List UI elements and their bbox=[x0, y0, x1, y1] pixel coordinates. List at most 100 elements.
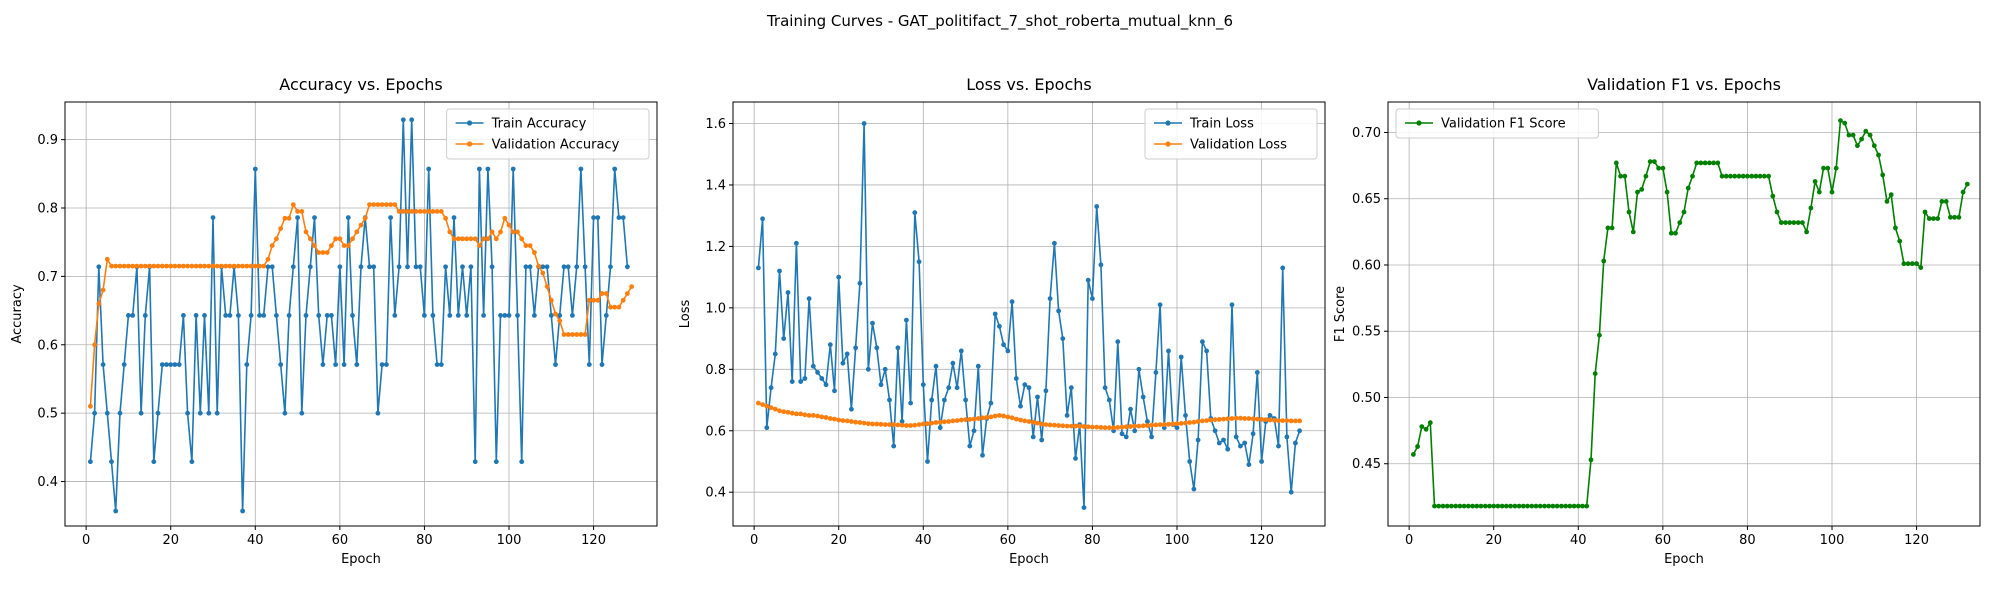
y-tick-label: 1.4 bbox=[705, 178, 726, 193]
data-point bbox=[625, 291, 630, 296]
legend-box bbox=[446, 108, 650, 160]
legend: Train Loss Validation Loss bbox=[1144, 108, 1318, 160]
data-point bbox=[138, 263, 144, 269]
y-tick-label: 0.8 bbox=[705, 363, 726, 378]
data-point bbox=[189, 459, 195, 465]
data-point bbox=[1111, 425, 1116, 431]
data-point bbox=[1145, 423, 1150, 428]
data-point bbox=[447, 229, 453, 235]
data-point bbox=[409, 209, 415, 214]
data-point bbox=[405, 209, 410, 214]
data-point bbox=[599, 362, 605, 367]
data-point bbox=[379, 362, 385, 367]
data-point bbox=[1749, 173, 1755, 179]
data-point bbox=[1533, 503, 1539, 509]
data-point bbox=[578, 166, 584, 172]
data-point bbox=[756, 400, 761, 406]
data-point bbox=[1022, 382, 1028, 388]
data-point bbox=[125, 313, 131, 318]
data-point bbox=[904, 317, 909, 323]
data-point bbox=[1567, 503, 1573, 509]
data-point bbox=[1635, 189, 1640, 195]
data-point bbox=[282, 215, 288, 221]
data-point bbox=[100, 287, 106, 293]
data-point bbox=[1280, 265, 1286, 271]
x-tick-label: 40 bbox=[1570, 533, 1587, 548]
data-point bbox=[1584, 503, 1590, 509]
data-point bbox=[1626, 209, 1632, 215]
data-point bbox=[1140, 423, 1146, 429]
data-point bbox=[316, 250, 322, 255]
data-point bbox=[193, 313, 199, 318]
data-point bbox=[870, 320, 875, 326]
data-point bbox=[1035, 394, 1040, 400]
data-point bbox=[958, 417, 964, 423]
data-point bbox=[1288, 418, 1294, 424]
data-point bbox=[1284, 418, 1290, 423]
data-point bbox=[1013, 376, 1019, 381]
data-point bbox=[1677, 220, 1683, 226]
data-point bbox=[1001, 413, 1006, 419]
data-point bbox=[1613, 160, 1619, 166]
data-point bbox=[1766, 173, 1771, 179]
data-point bbox=[1575, 503, 1581, 509]
data-point bbox=[874, 345, 880, 351]
data-point bbox=[1639, 187, 1645, 192]
data-point bbox=[815, 370, 820, 375]
data-point bbox=[625, 264, 630, 270]
data-point bbox=[197, 263, 203, 269]
data-point bbox=[417, 264, 423, 270]
data-point bbox=[1018, 417, 1023, 423]
data-point bbox=[553, 311, 558, 317]
data-point bbox=[1090, 424, 1095, 430]
data-point bbox=[1212, 417, 1218, 423]
data-point bbox=[1690, 173, 1695, 179]
data-point bbox=[1026, 385, 1032, 391]
axes-frame bbox=[732, 101, 1326, 527]
data-point bbox=[1863, 128, 1869, 134]
data-point bbox=[1216, 440, 1222, 446]
series-line bbox=[758, 402, 1300, 429]
data-point bbox=[307, 264, 313, 270]
data-point bbox=[1512, 503, 1518, 509]
data-point bbox=[997, 323, 1002, 329]
data-point bbox=[975, 363, 981, 369]
data-point bbox=[1128, 424, 1133, 429]
data-point bbox=[307, 236, 313, 242]
y-axis-label: Accuracy bbox=[10, 284, 25, 344]
data-point bbox=[1073, 456, 1078, 461]
x-tick-label: 40 bbox=[247, 533, 264, 548]
data-point bbox=[1529, 503, 1535, 509]
legend-marker bbox=[1416, 120, 1422, 126]
data-point bbox=[1905, 261, 1911, 267]
data-point bbox=[1136, 366, 1142, 372]
x-tick-label: 100 bbox=[1820, 533, 1845, 548]
data-point bbox=[434, 209, 440, 214]
data-point bbox=[1588, 457, 1594, 463]
data-point bbox=[1288, 489, 1294, 495]
data-point bbox=[1005, 414, 1011, 420]
data-point bbox=[210, 263, 216, 269]
legend: Train Accuracy Validation Accuracy bbox=[446, 108, 650, 160]
data-point bbox=[1026, 419, 1032, 424]
data-point bbox=[278, 362, 284, 367]
data-point bbox=[493, 459, 499, 465]
data-point bbox=[925, 459, 930, 464]
data-point bbox=[819, 414, 825, 420]
data-point bbox=[240, 263, 246, 269]
data-point bbox=[1829, 189, 1835, 195]
data-point bbox=[908, 423, 913, 428]
data-point bbox=[290, 264, 296, 270]
data-point bbox=[113, 263, 119, 269]
data-point bbox=[1115, 339, 1121, 345]
f1-chart: 0 20 40 60 80 100 120 0.45 0.50 0.55 0.60 0.65 0.70 V… bbox=[1333, 75, 1981, 567]
data-point bbox=[1039, 421, 1045, 427]
data-point bbox=[498, 313, 503, 318]
data-point bbox=[1795, 220, 1801, 226]
data-point bbox=[612, 304, 618, 310]
data-point bbox=[151, 459, 157, 465]
data-point bbox=[582, 332, 588, 337]
data-point bbox=[299, 410, 305, 416]
data-point bbox=[1200, 339, 1205, 345]
data-point bbox=[582, 264, 588, 270]
